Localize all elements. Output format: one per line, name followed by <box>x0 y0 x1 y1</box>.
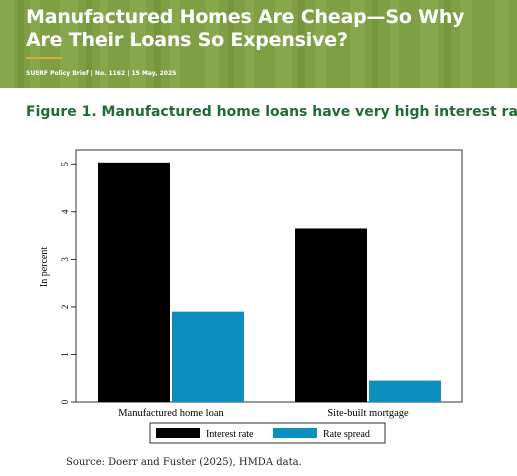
x-tick-label: Site-built mortgage <box>327 408 409 419</box>
plot-area <box>75 149 463 403</box>
y-tick-label: 1 <box>60 352 70 357</box>
legend-swatch <box>273 428 317 438</box>
bar-interest-rate <box>98 162 170 402</box>
y-tick-label: 5 <box>60 162 70 167</box>
bar-chart: 0 1 2 3 4 5 Manufactured home loan Site-built … <box>39 149 463 444</box>
x-tick-label: Manufactured home loan <box>118 408 224 419</box>
banner-title: Manufactured Homes Are Cheap—So Why Are … <box>26 6 465 51</box>
y-tick-label: 0 <box>60 399 70 404</box>
x-axis-labels: Manufactured home loan Site-built mortgag… <box>118 408 409 419</box>
legend-box <box>149 422 386 444</box>
bar-interest-rate <box>295 228 367 402</box>
source-note: Source: Doerr and Fuster (2025), HMDA da… <box>66 457 302 468</box>
y-tick-label: 2 <box>60 305 70 310</box>
legend-label: Interest rate <box>206 429 254 440</box>
bar-rate-spread <box>369 380 441 402</box>
bar-rate-spread <box>172 311 244 402</box>
y-axis-label: In percent <box>39 247 50 287</box>
y-axis: 0 1 2 3 4 5 <box>60 162 76 404</box>
banner-background-pattern <box>0 0 509 88</box>
plot-frame <box>75 149 463 403</box>
legend-label: Rate spread <box>323 429 370 440</box>
banner-accent-rule <box>26 57 62 59</box>
header-banner: Manufactured Homes Are Cheap—So Why Are … <box>0 0 517 88</box>
bars <box>98 162 441 402</box>
legend-swatch <box>156 428 200 438</box>
y-tick-label: 4 <box>60 209 70 214</box>
banner-meta: SUERF Policy Brief | No. 1162 | 15 May, … <box>26 70 177 77</box>
figure-title: Figure 1. Manufactured home loans have v… <box>26 104 517 120</box>
legend: Interest rate Rate spread <box>149 422 386 444</box>
y-tick-label: 3 <box>60 257 70 262</box>
